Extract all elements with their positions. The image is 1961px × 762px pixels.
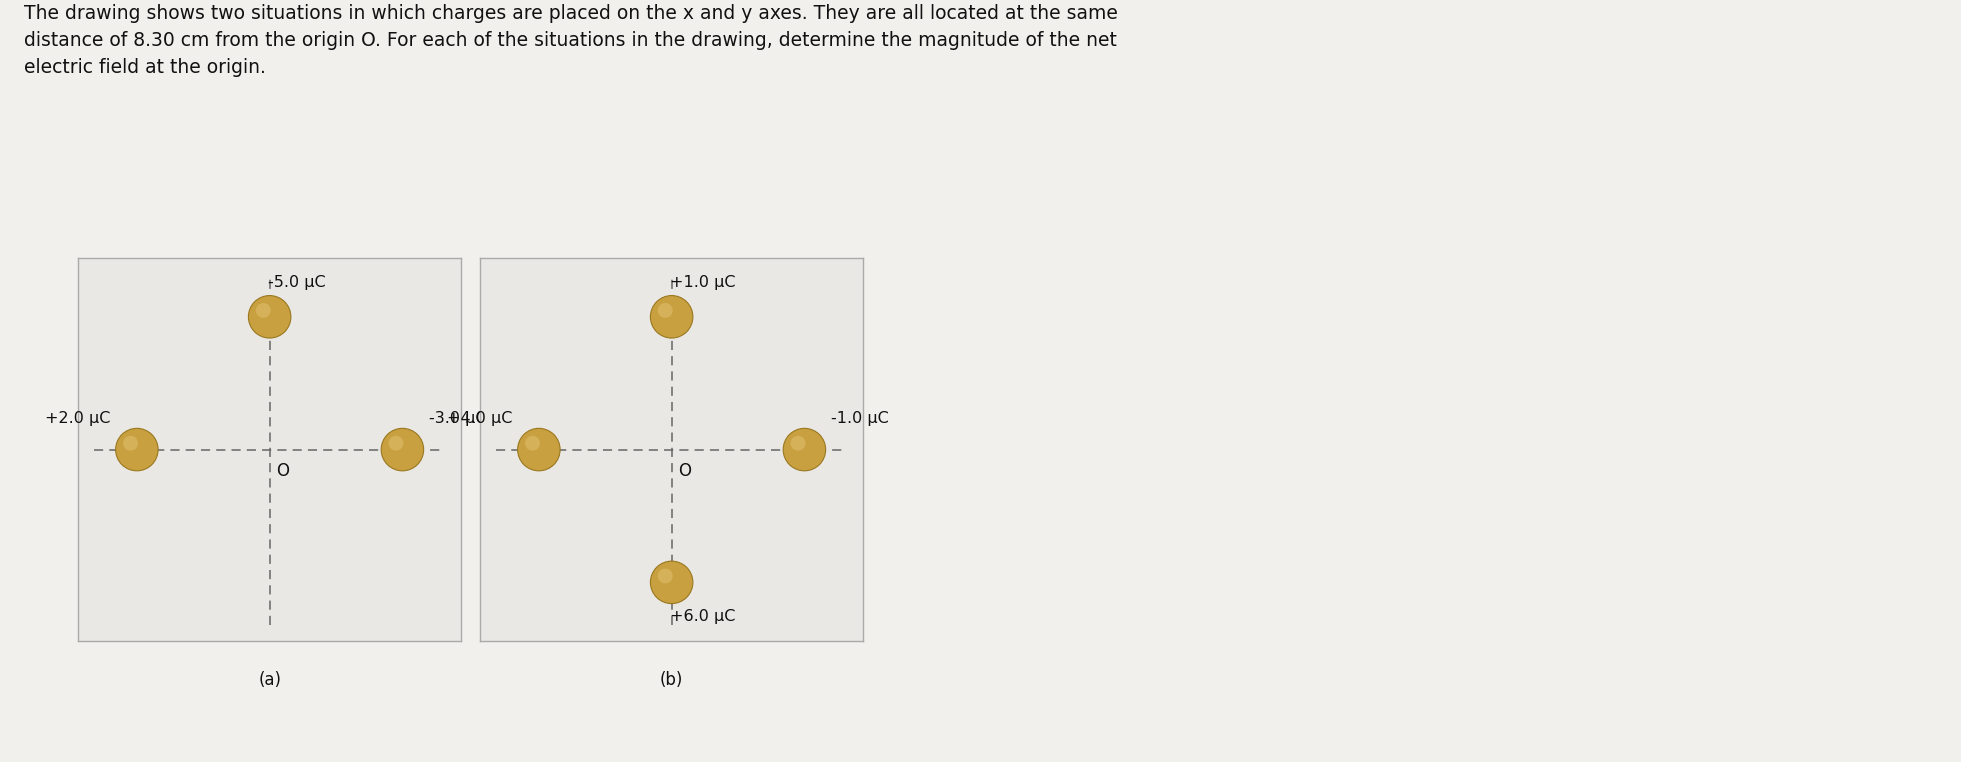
Text: O: O (277, 463, 288, 480)
Circle shape (249, 296, 290, 338)
Circle shape (657, 303, 673, 318)
Text: (a): (a) (259, 671, 280, 690)
Text: -3.0 μC: -3.0 μC (429, 411, 486, 426)
Circle shape (651, 561, 692, 604)
Text: +2.0 μC: +2.0 μC (45, 411, 110, 426)
Text: -5.0 μC: -5.0 μC (267, 275, 326, 290)
Text: +1.0 μC: +1.0 μC (669, 275, 735, 290)
Circle shape (116, 428, 159, 471)
Circle shape (380, 428, 424, 471)
Text: O: O (679, 463, 690, 480)
Circle shape (790, 436, 806, 450)
Text: +4.0 μC: +4.0 μC (447, 411, 512, 426)
Circle shape (124, 436, 137, 450)
Circle shape (518, 428, 561, 471)
Text: -1.0 μC: -1.0 μC (831, 411, 888, 426)
Circle shape (526, 436, 539, 450)
Text: The drawing shows two situations in which charges are placed on the x and y axes: The drawing shows two situations in whic… (24, 4, 1118, 77)
Circle shape (657, 568, 673, 584)
Circle shape (651, 296, 692, 338)
Circle shape (388, 436, 404, 450)
Text: (b): (b) (661, 671, 682, 690)
Circle shape (255, 303, 271, 318)
Text: +6.0 μC: +6.0 μC (669, 609, 735, 624)
Circle shape (782, 428, 826, 471)
